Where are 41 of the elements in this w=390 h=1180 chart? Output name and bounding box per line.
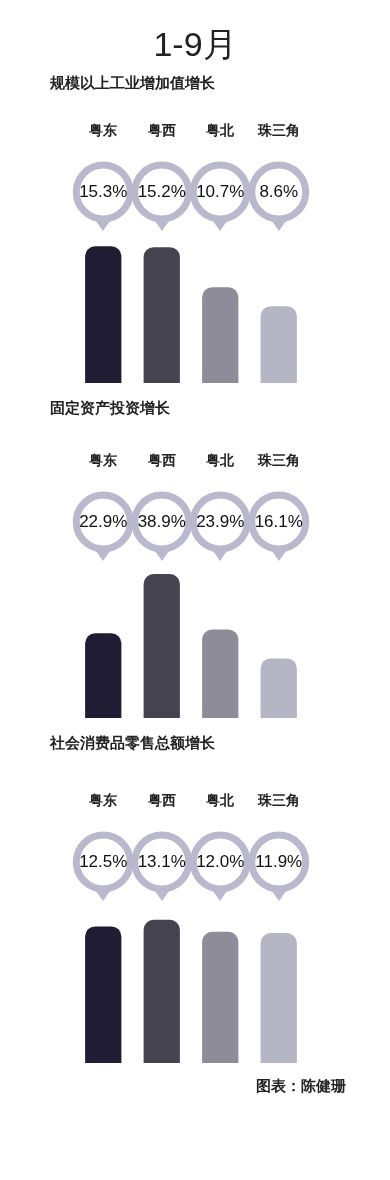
bar xyxy=(260,932,297,1063)
x-tick-label: 粤北 xyxy=(205,452,236,469)
x-tick-label: 粤东 xyxy=(88,122,118,139)
data-label: 8.6% xyxy=(259,181,299,201)
bar xyxy=(202,931,239,1063)
data-label: 15.2% xyxy=(137,181,186,201)
data-label: 16.1% xyxy=(254,511,303,531)
data-label: 15.3% xyxy=(79,181,128,201)
bar xyxy=(202,287,239,383)
data-label: 23.9% xyxy=(196,511,245,531)
chart-title: 固定资产投资增长 xyxy=(50,399,171,418)
bar xyxy=(260,658,297,718)
x-tick-label: 粤西 xyxy=(146,792,176,809)
x-tick-label: 粤西 xyxy=(146,452,176,469)
chart-subtitle: 规模以上工业增加值增长 xyxy=(50,74,216,93)
x-tick-label: 粤东 xyxy=(88,452,118,469)
x-tick-label: 珠三角 xyxy=(256,792,300,809)
x-tick-label: 粤北 xyxy=(205,122,236,139)
data-label: 10.7% xyxy=(196,181,245,201)
bar xyxy=(85,926,122,1063)
chart-title: 1-9月 xyxy=(152,24,238,65)
x-tick-label: 珠三角 xyxy=(256,452,300,469)
x-tick-label: 粤东 xyxy=(88,792,118,809)
data-label: 11.9% xyxy=(255,851,303,871)
bar xyxy=(202,629,239,718)
bar xyxy=(85,633,122,718)
data-label: 22.9% xyxy=(79,511,128,531)
text: 图表：陈健珊 xyxy=(255,1077,346,1096)
bar xyxy=(143,247,180,383)
x-tick-label: 珠三角 xyxy=(256,122,300,139)
chart-title: 社会消费品零售总额增长 xyxy=(50,734,216,753)
data-label: 12.0% xyxy=(196,851,245,871)
bar xyxy=(143,574,180,718)
data-label: 13.1% xyxy=(137,851,186,871)
bar xyxy=(260,306,297,383)
data-label: 12.5% xyxy=(79,851,128,871)
x-tick-label: 粤北 xyxy=(205,792,236,809)
bar xyxy=(85,246,122,383)
data-label: 38.9% xyxy=(137,511,186,531)
bar xyxy=(143,919,180,1063)
x-tick-label: 粤西 xyxy=(146,122,176,139)
